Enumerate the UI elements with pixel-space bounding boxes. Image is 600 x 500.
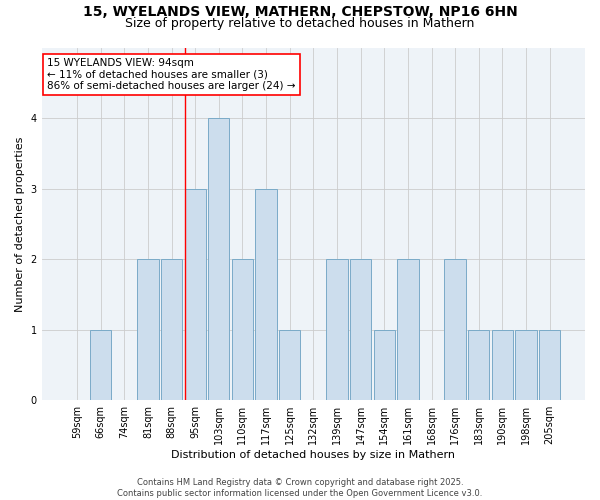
Bar (539, 330, 560, 400)
Bar (326, 259, 347, 400)
Bar (350, 259, 371, 400)
Text: Size of property relative to detached houses in Mathern: Size of property relative to detached ho… (125, 18, 475, 30)
Text: 15 WYELANDS VIEW: 94sqm
← 11% of detached houses are smaller (3)
86% of semi-det: 15 WYELANDS VIEW: 94sqm ← 11% of detache… (47, 58, 296, 92)
Bar (279, 330, 301, 400)
Bar (256, 188, 277, 400)
Bar (374, 330, 395, 400)
Bar (185, 188, 206, 400)
Text: 15, WYELANDS VIEW, MATHERN, CHEPSTOW, NP16 6HN: 15, WYELANDS VIEW, MATHERN, CHEPSTOW, NP… (83, 5, 517, 19)
X-axis label: Distribution of detached houses by size in Mathern: Distribution of detached houses by size … (172, 450, 455, 460)
Bar (515, 330, 536, 400)
Y-axis label: Number of detached properties: Number of detached properties (15, 136, 25, 312)
Text: Contains HM Land Registry data © Crown copyright and database right 2025.
Contai: Contains HM Land Registry data © Crown c… (118, 478, 482, 498)
Bar (492, 330, 513, 400)
Bar (137, 259, 158, 400)
Bar (468, 330, 490, 400)
Bar (232, 259, 253, 400)
Bar (161, 259, 182, 400)
Bar (397, 259, 419, 400)
Bar (208, 118, 229, 400)
Bar (445, 259, 466, 400)
Bar (90, 330, 111, 400)
